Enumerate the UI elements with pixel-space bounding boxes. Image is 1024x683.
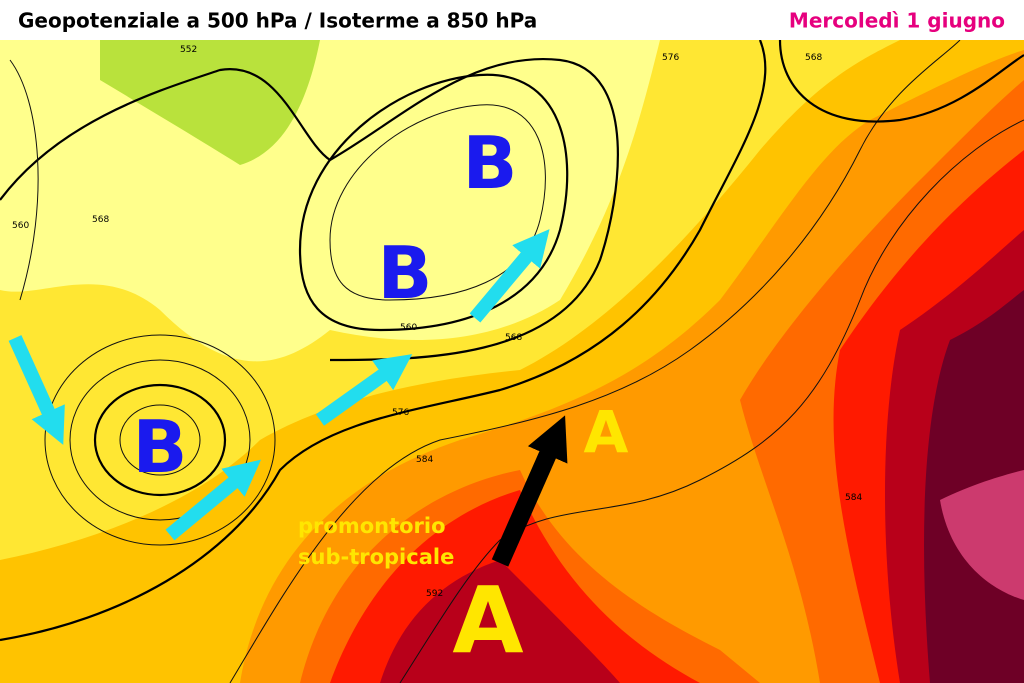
- temp-band-pink: [940, 470, 1024, 600]
- contour-label: 568: [805, 53, 822, 63]
- map-area: 552 560 560 568 568 568 576 576 584 584 …: [0, 40, 1024, 683]
- contour-label: 560: [400, 323, 417, 333]
- low-pressure-label: B: [133, 405, 188, 489]
- contour-label: 576: [392, 408, 409, 418]
- flow-arrow: [469, 229, 550, 323]
- isoline: [0, 57, 619, 362]
- isoline: [0, 40, 767, 642]
- low-pressure-label: B: [463, 121, 518, 205]
- isoline: [329, 104, 546, 301]
- annotation-line: sub-tropicale: [298, 545, 454, 569]
- header-band: [0, 0, 1024, 40]
- isoline: [778, 40, 1024, 123]
- flow-arrow: [8, 335, 65, 445]
- isoline: [229, 40, 961, 683]
- map-title: Geopotenziale a 500 hPa / Isoterme a 850…: [18, 9, 537, 33]
- low-pressure-label: B: [378, 231, 433, 315]
- isoline: [298, 73, 569, 332]
- temp-band-pale: [0, 40, 660, 362]
- isoline: [93, 383, 227, 497]
- contour-label: 576: [662, 53, 679, 63]
- flow-arrows: [8, 229, 568, 567]
- temp-band-dark-red: [380, 560, 620, 683]
- annotation-line: promontorio: [298, 514, 446, 538]
- contour-label: 584: [845, 493, 862, 503]
- map-date: Mercoledì 1 giugno: [789, 9, 1005, 33]
- ridge-arrow: [491, 415, 568, 567]
- temp-band-green: [100, 40, 320, 165]
- flow-arrow: [165, 459, 262, 541]
- contour-label: 560: [12, 221, 29, 231]
- isoline: [69, 359, 251, 521]
- contour-label: 584: [416, 455, 433, 465]
- contour-label: 552: [180, 45, 197, 55]
- contour-label: 568: [92, 215, 109, 225]
- contour-labels: 552 560 560 568 568 568 576 576 584 584 …: [12, 45, 862, 599]
- isoline: [9, 59, 39, 301]
- pressure-centers: B B B A A: [133, 121, 629, 674]
- high-pressure-label: A: [452, 567, 523, 674]
- isoline: [119, 404, 201, 476]
- high-pressure-label: A: [584, 398, 629, 466]
- contour-label: 568: [505, 333, 522, 343]
- isoline: [399, 119, 1024, 683]
- flow-arrow: [315, 354, 413, 426]
- contour-label: 592: [426, 589, 443, 599]
